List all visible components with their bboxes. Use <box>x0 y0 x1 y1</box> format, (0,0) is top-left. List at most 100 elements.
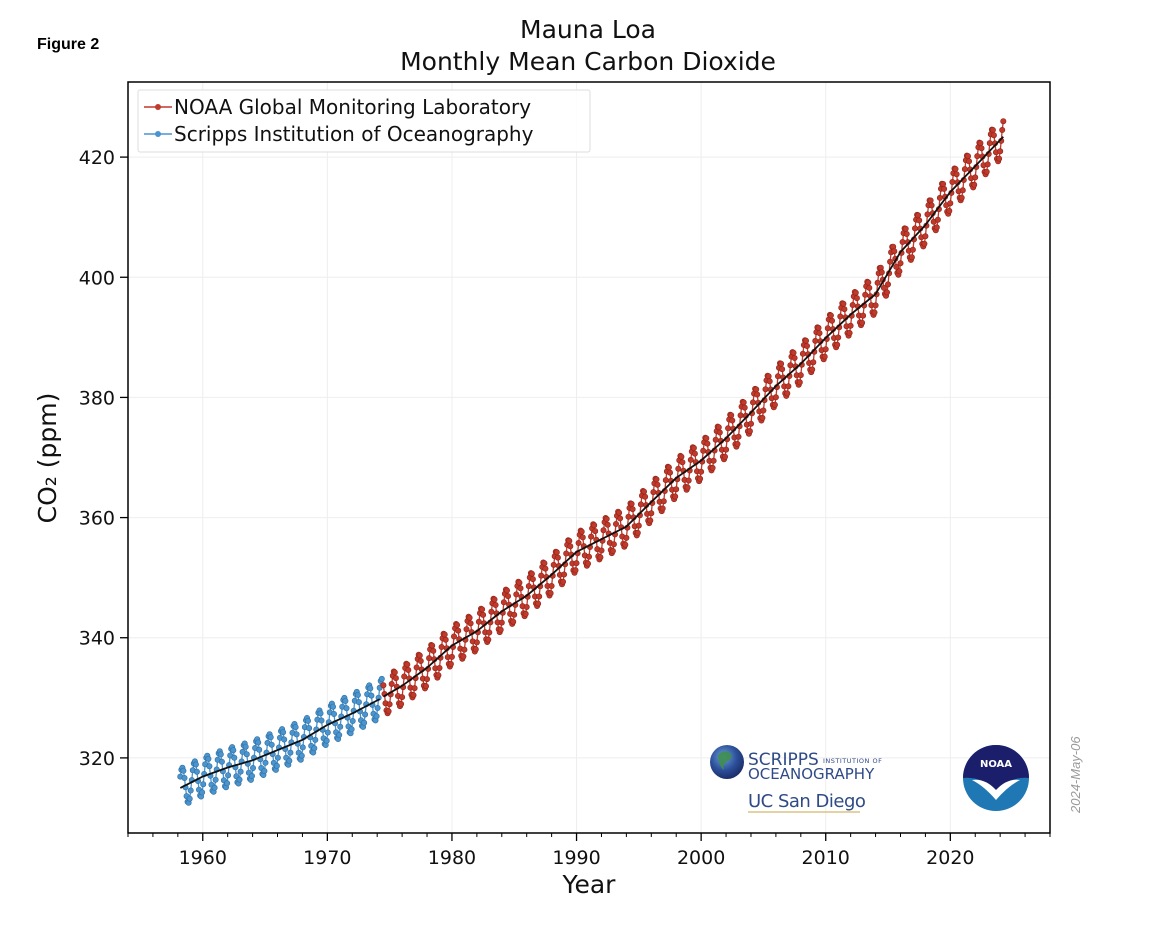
axis-ticks: 1960 1970 1980 1990 2000 2010 2020 320 340 360 380… <box>79 147 1051 869</box>
data-point <box>411 685 418 692</box>
data-point <box>762 386 769 393</box>
data-point <box>575 539 582 546</box>
data-point <box>268 741 275 748</box>
data-point <box>378 675 385 682</box>
data-point <box>946 207 953 214</box>
data-point <box>964 153 971 160</box>
data-point <box>675 465 682 472</box>
data-point <box>684 484 691 491</box>
data-point <box>467 620 474 627</box>
data-point <box>255 739 262 746</box>
data-point <box>816 330 823 337</box>
y-tick-label: 420 <box>79 147 115 169</box>
data-point <box>862 291 869 298</box>
data-point <box>286 757 293 764</box>
data-point <box>662 477 669 484</box>
globe-land-icon <box>718 751 732 770</box>
data-point <box>249 772 256 779</box>
data-point <box>648 510 655 517</box>
data-point <box>936 194 943 201</box>
data-point <box>273 762 280 769</box>
data-point <box>522 610 529 617</box>
chart-subtitle: Monthly Mean Carbon Dioxide <box>400 47 776 76</box>
data-point <box>940 181 947 188</box>
data-point <box>999 127 1006 134</box>
data-point <box>642 493 649 500</box>
data-point <box>796 379 803 386</box>
data-point <box>298 752 305 759</box>
data-point <box>640 488 647 495</box>
data-point <box>479 606 486 613</box>
data-point <box>740 399 747 406</box>
y-tick-label: 340 <box>79 628 115 650</box>
legend-label-scripps: Scripps Institution of Oceanography <box>174 122 534 146</box>
data-point <box>292 724 299 731</box>
data-point <box>211 784 218 791</box>
data-point <box>654 481 661 488</box>
data-point <box>771 401 778 408</box>
data-point <box>915 212 922 219</box>
data-point <box>952 166 959 173</box>
data-point <box>853 295 860 302</box>
data-point <box>866 284 873 291</box>
data-point <box>809 366 816 373</box>
data-point <box>475 618 482 625</box>
data-point <box>230 747 237 754</box>
data-point <box>678 453 685 460</box>
plot-data <box>177 118 1007 806</box>
data-point <box>585 553 592 560</box>
data-point <box>835 334 842 341</box>
data-point <box>659 505 666 512</box>
data-point <box>243 751 250 758</box>
data-point <box>922 233 929 240</box>
data-point <box>725 425 732 432</box>
data-point <box>799 350 806 357</box>
data-point <box>634 529 641 536</box>
data-point <box>924 211 931 218</box>
data-point <box>916 217 923 224</box>
data-point <box>687 456 694 463</box>
data-point <box>442 636 449 643</box>
data-point <box>485 636 492 643</box>
data-point <box>766 378 773 385</box>
data-point <box>429 642 436 649</box>
data-point <box>318 717 325 724</box>
data-point <box>827 312 834 319</box>
data-point <box>368 692 375 699</box>
data-point <box>463 626 470 633</box>
data-point <box>990 132 997 139</box>
data-point <box>821 353 828 360</box>
data-point <box>388 680 395 687</box>
data-point <box>928 202 935 209</box>
data-point <box>647 517 654 524</box>
scripps-oceanography: OCEANOGRAPHY <box>748 765 875 783</box>
data-point <box>891 248 898 255</box>
data-point <box>989 127 996 134</box>
data-point <box>746 428 753 435</box>
data-point <box>978 145 985 152</box>
data-point <box>256 746 263 753</box>
data-point <box>349 717 356 724</box>
data-point <box>542 565 549 572</box>
data-point <box>405 666 412 673</box>
data-point <box>199 789 206 796</box>
data-point <box>510 618 517 625</box>
data-point <box>281 736 288 743</box>
data-point <box>691 450 698 457</box>
data-point <box>224 780 231 787</box>
data-point <box>523 603 530 610</box>
data-point <box>200 781 207 788</box>
data-point <box>822 346 829 353</box>
data-point <box>592 528 599 535</box>
data-point <box>908 254 915 261</box>
noaa-logo: NOAA <box>963 745 1029 811</box>
data-point <box>871 309 878 316</box>
data-point <box>754 391 761 398</box>
data-point <box>859 319 866 326</box>
data-point <box>971 181 978 188</box>
data-point <box>466 614 473 621</box>
data-point <box>492 601 499 608</box>
data-point <box>561 571 568 578</box>
data-point <box>491 596 498 603</box>
